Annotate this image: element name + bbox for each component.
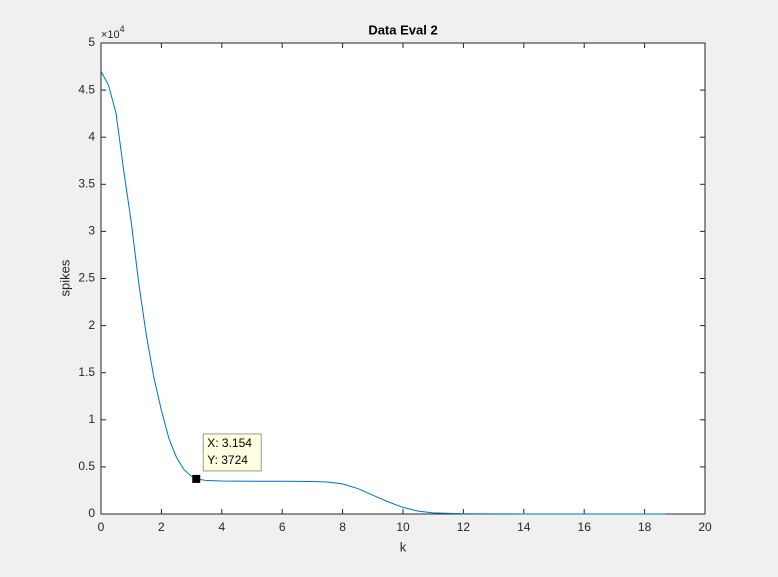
datatip-y-label: Y: 3724 <box>207 453 248 467</box>
y-tick-label: 3 <box>88 224 95 238</box>
y-tick-label: 3.5 <box>78 176 95 190</box>
y-tick-label: 4.5 <box>78 82 95 96</box>
y-tick-label: 1 <box>88 412 95 426</box>
x-tick-label: 8 <box>339 520 346 534</box>
x-tick-label: 6 <box>279 520 286 534</box>
y-tick-label: 0.5 <box>78 459 95 473</box>
y-axis-label: spikes <box>57 259 72 296</box>
y-tick-label: 2.5 <box>78 271 95 285</box>
datatip-x-label: X: 3.154 <box>207 436 252 450</box>
x-tick-label: 4 <box>218 520 225 534</box>
plot-area <box>101 43 705 514</box>
datatip-marker <box>192 474 201 483</box>
y-tick-label: 5 <box>88 35 95 49</box>
x-tick-label: 18 <box>638 520 652 534</box>
chart-title: Data Eval 2 <box>368 22 437 37</box>
x-axis-label: k <box>400 539 407 554</box>
y-tick-label: 4 <box>88 129 95 143</box>
y-tick-label: 2 <box>88 318 95 332</box>
y-multiplier: ×104 <box>101 24 125 41</box>
x-tick-label: 14 <box>517 520 531 534</box>
y-tick-label: 1.5 <box>78 365 95 379</box>
x-tick-label: 12 <box>457 520 471 534</box>
x-tick-label: 0 <box>98 520 105 534</box>
x-tick-label: 2 <box>158 520 165 534</box>
y-tick-label: 0 <box>88 506 95 520</box>
line-series <box>100 71 666 515</box>
datatip-box <box>202 433 262 472</box>
x-tick-label: 16 <box>578 520 592 534</box>
x-tick-label: 10 <box>396 520 410 534</box>
y-multiplier-base: ×10 <box>101 29 120 41</box>
y-multiplier-exponent: 4 <box>120 24 125 34</box>
x-tick-label: 20 <box>698 520 712 534</box>
